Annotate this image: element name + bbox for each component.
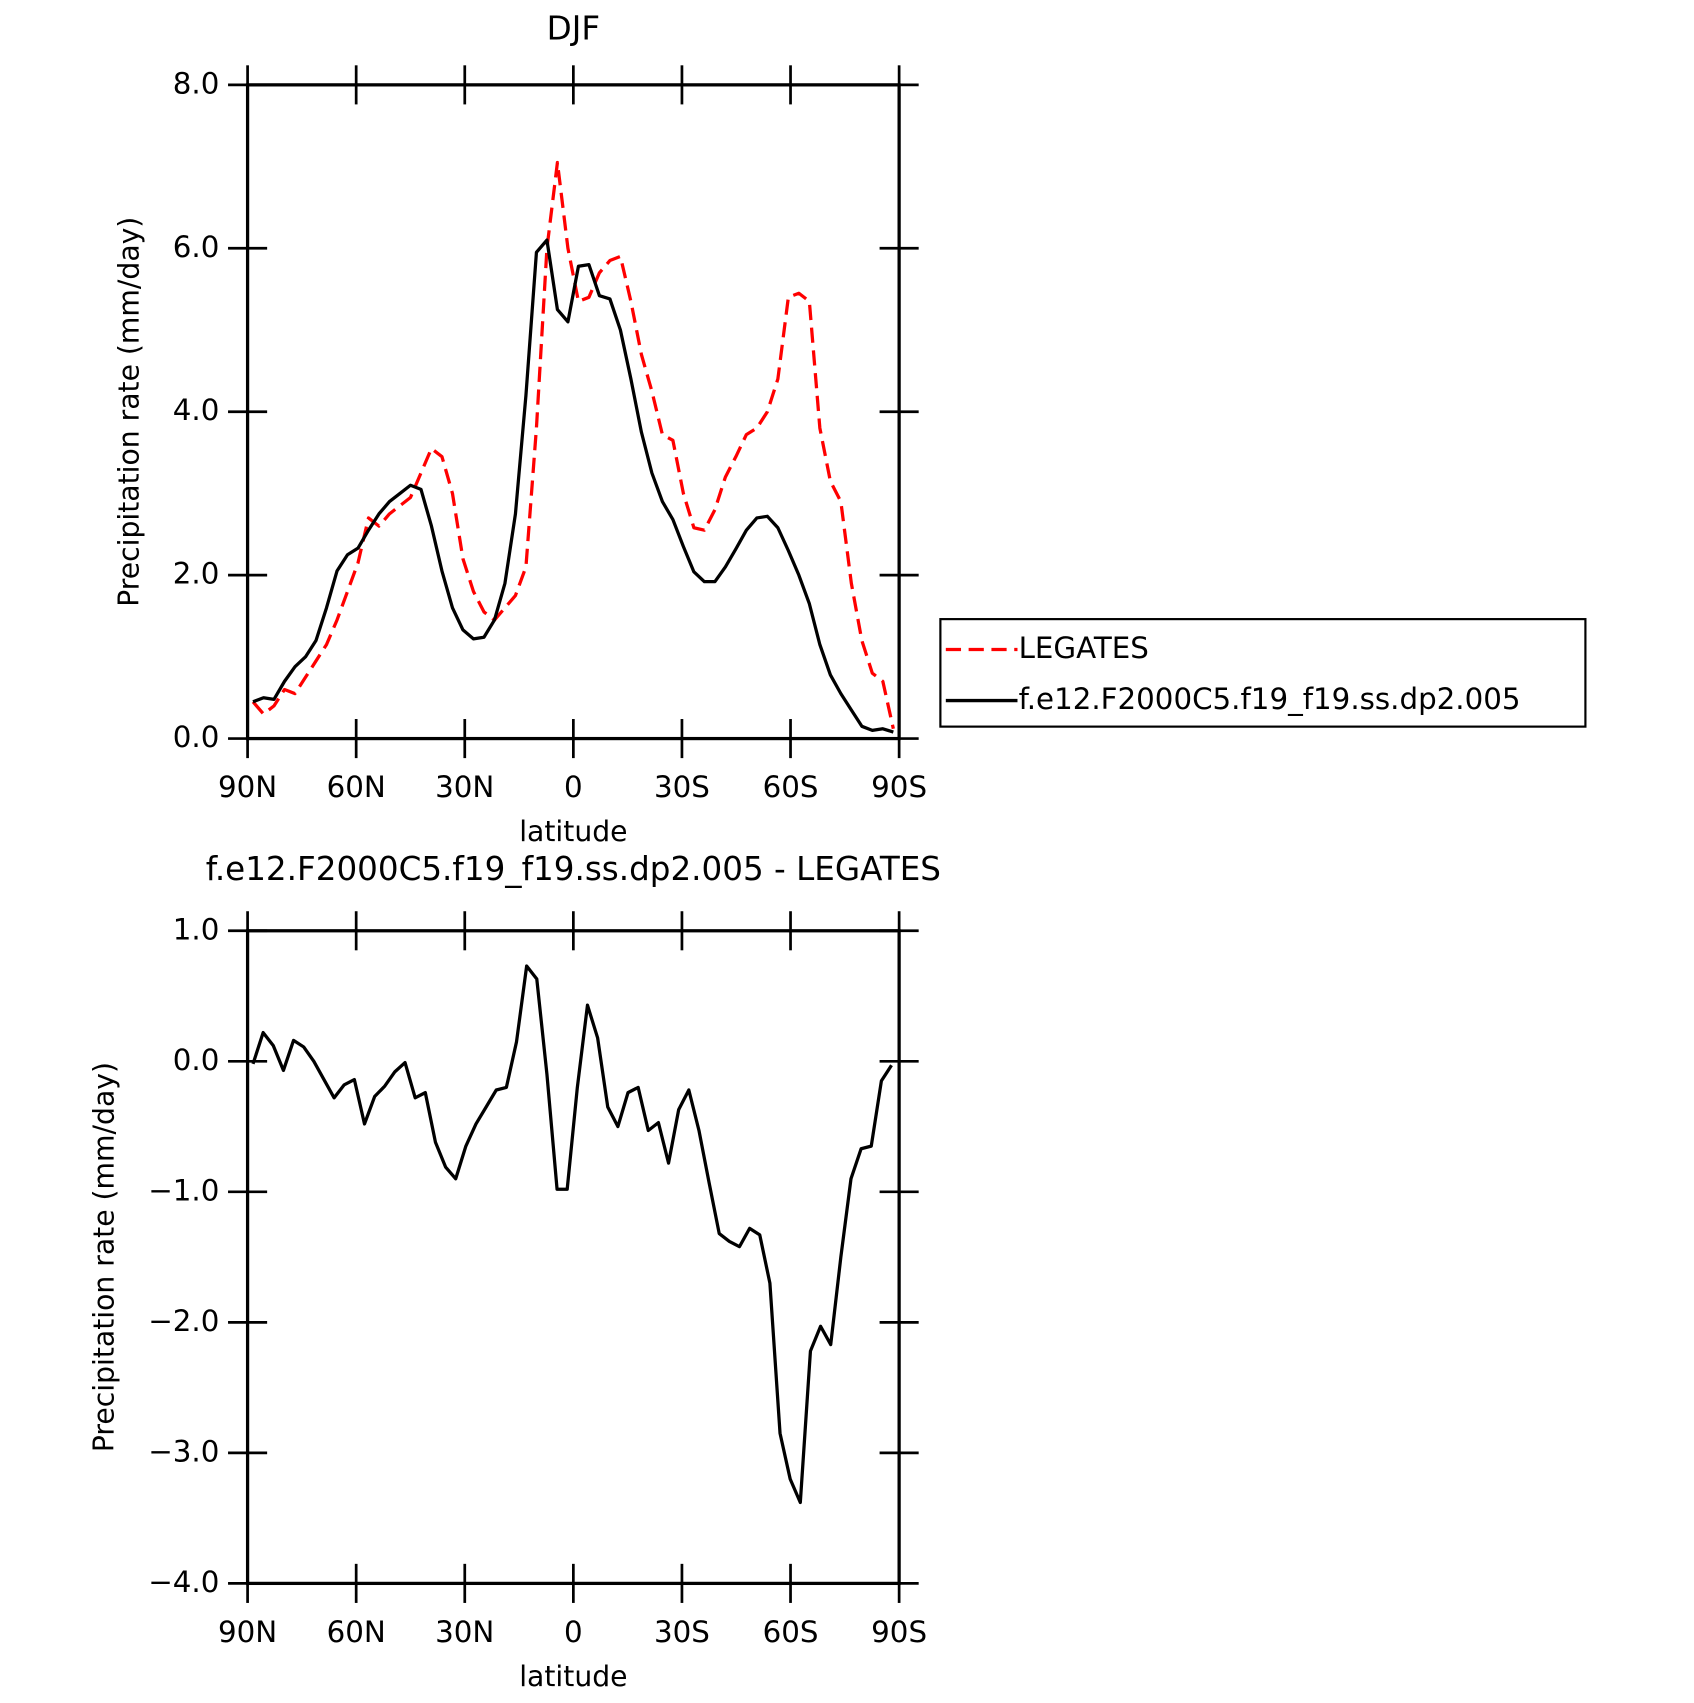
y-tick-label: −4.0 [148, 1565, 219, 1599]
y-tick-label: 0.0 [173, 720, 220, 754]
x-tick-label: 30S [654, 770, 710, 804]
legend-label: f.e12.F2000C5.f19_f19.ss.dp2.005 [1019, 682, 1521, 716]
data-line [252, 238, 894, 734]
chart-title: DJF [547, 10, 600, 48]
x-tick-label: 0 [564, 770, 583, 804]
y-tick-label: 1.0 [173, 912, 220, 946]
plot-frame [245, 929, 901, 1586]
x-tick-label: 90N [218, 770, 277, 804]
y-tick-label: 4.0 [173, 393, 220, 427]
plot-frame [245, 83, 901, 741]
x-tick-label: 30S [654, 1615, 710, 1649]
y-axis-label: Precipitation rate (mm/day) [87, 1062, 120, 1452]
y-tick-label: −3.0 [148, 1434, 219, 1468]
x-tick-label: 60N [327, 1615, 386, 1649]
x-tick-label: 0 [564, 1615, 583, 1649]
x-tick-label: 30N [435, 770, 494, 804]
y-tick-label: −1.0 [148, 1173, 219, 1207]
x-tick-label: 60N [327, 770, 386, 804]
y-tick-label: 6.0 [173, 230, 220, 264]
x-tick-label: 30N [435, 1615, 494, 1649]
y-tick-label: 2.0 [173, 557, 220, 591]
y-tick-label: 8.0 [173, 66, 220, 100]
y-axis-label: Precipitation rate (mm/day) [112, 217, 145, 607]
y-tick-label: −2.0 [148, 1304, 219, 1338]
data-line [251, 160, 895, 730]
x-tick-label: 90S [871, 1615, 927, 1649]
x-tick-label: 60S [763, 1615, 819, 1649]
chart-title: f.e12.F2000C5.f19_f19.ss.dp2.005 - LEGAT… [206, 850, 941, 888]
legend-label: LEGATES [1019, 631, 1149, 665]
legend-box [939, 618, 1587, 728]
x-axis-label: latitude [519, 815, 627, 848]
x-axis-label: latitude [519, 1660, 627, 1693]
x-tick-label: 60S [763, 770, 819, 804]
x-tick-label: 90N [218, 1615, 277, 1649]
y-tick-label: 0.0 [173, 1043, 220, 1077]
data-line [251, 964, 893, 1505]
x-tick-label: 90S [871, 770, 927, 804]
